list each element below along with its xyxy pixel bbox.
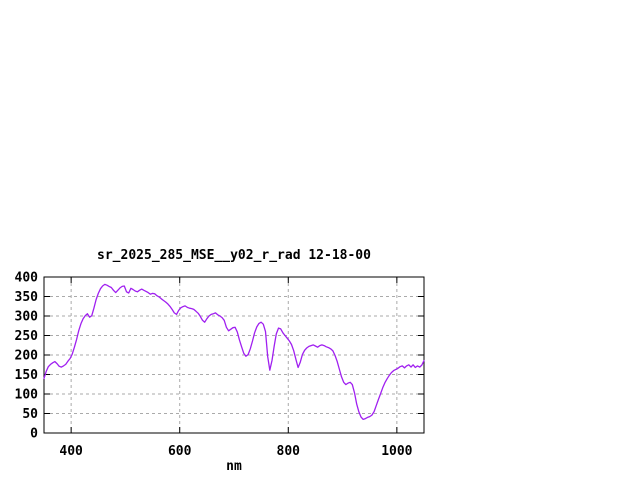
chart-title: sr_2025_285_MSE__y02_r_rad 12-18-00	[97, 248, 371, 263]
y-tick-label: 250	[15, 329, 39, 344]
x-tick-label: 1000	[381, 444, 412, 459]
y-tick-label: 100	[15, 388, 39, 403]
x-tick-label: 800	[277, 444, 301, 459]
y-tick-label: 200	[15, 349, 39, 364]
x-tick-label: 600	[168, 444, 192, 459]
y-tick-label: 150	[15, 368, 39, 383]
y-tick-label: 0	[30, 427, 38, 442]
y-tick-label: 350	[15, 290, 39, 305]
y-tick-label: 400	[15, 271, 39, 286]
x-axis-label: nm	[226, 459, 242, 474]
y-tick-label: 300	[15, 310, 39, 325]
x-tick-label: 400	[59, 444, 83, 459]
spectrum-line	[43, 283, 425, 421]
y-tick-label: 50	[22, 407, 38, 422]
